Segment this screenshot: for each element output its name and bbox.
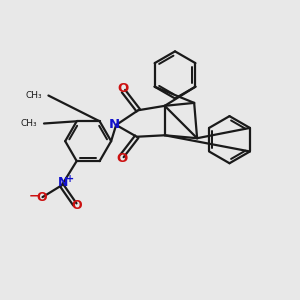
Text: N: N xyxy=(109,118,120,131)
Text: O: O xyxy=(37,190,47,204)
Text: −: − xyxy=(29,189,40,202)
Text: O: O xyxy=(71,200,82,212)
Text: CH₃: CH₃ xyxy=(21,119,38,128)
Text: CH₃: CH₃ xyxy=(25,91,42,100)
Text: N: N xyxy=(58,176,68,190)
Text: O: O xyxy=(118,82,129,95)
Text: +: + xyxy=(66,174,74,184)
Text: O: O xyxy=(116,152,128,165)
